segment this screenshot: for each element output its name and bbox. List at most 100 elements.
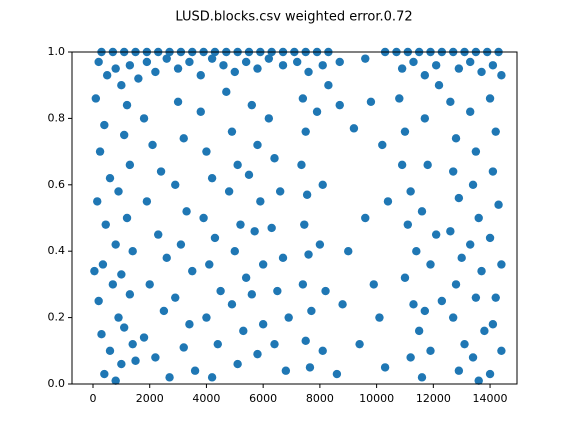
point: [267, 223, 276, 233]
point: [258, 260, 268, 269]
point: [162, 253, 171, 263]
point: [179, 134, 188, 143]
point: [142, 57, 152, 67]
point: [369, 280, 378, 289]
y-tick-label: 0.2: [48, 311, 66, 324]
point: [90, 266, 99, 276]
point: [454, 193, 464, 203]
point: [466, 240, 475, 249]
point: [380, 363, 390, 372]
point: [332, 369, 342, 379]
point: [159, 306, 169, 316]
point: [321, 286, 330, 296]
point: [318, 180, 327, 189]
point: [111, 376, 120, 385]
point: [420, 71, 430, 80]
point: [417, 373, 427, 382]
point: [154, 230, 163, 239]
point: [134, 74, 143, 83]
point: [247, 100, 257, 110]
point: [162, 54, 171, 63]
point: [270, 339, 279, 349]
point: [454, 64, 464, 73]
point: [361, 213, 370, 223]
point: [378, 140, 387, 150]
point: [94, 57, 103, 67]
point: [485, 94, 495, 103]
point: [460, 339, 469, 349]
point: [250, 227, 259, 236]
point: [264, 114, 274, 123]
point: [297, 160, 306, 170]
point: [344, 247, 353, 256]
point: [349, 124, 359, 133]
point: [241, 273, 251, 282]
point: [431, 61, 441, 70]
point: [446, 97, 455, 107]
point: [403, 220, 413, 229]
point: [247, 290, 257, 299]
point: [114, 187, 123, 196]
point: [125, 160, 135, 170]
point: [471, 147, 481, 156]
point: [273, 286, 282, 296]
point: [307, 306, 316, 316]
point: [173, 97, 183, 107]
point: [125, 61, 135, 70]
point: [300, 220, 309, 229]
point: [298, 280, 308, 289]
y-tick-label: 0.8: [48, 111, 66, 124]
point: [466, 57, 475, 67]
point: [412, 247, 421, 256]
point: [108, 280, 118, 289]
point: [278, 61, 288, 70]
point: [414, 326, 424, 336]
y-tick-label: 1.0: [48, 45, 66, 58]
point: [477, 67, 486, 77]
point: [423, 160, 432, 170]
point: [304, 67, 313, 77]
point: [207, 373, 217, 382]
point: [224, 187, 234, 196]
point: [100, 369, 109, 379]
point: [281, 366, 291, 375]
x-tick-label: 14000: [473, 392, 508, 405]
point: [179, 343, 188, 352]
point: [151, 67, 160, 77]
point: [119, 323, 129, 332]
point: [426, 260, 435, 269]
point: [219, 61, 228, 70]
point: [196, 107, 205, 116]
point: [182, 207, 191, 216]
point: [216, 286, 225, 296]
point: [324, 81, 333, 90]
point: [491, 127, 500, 136]
point: [409, 57, 418, 67]
point: [111, 240, 120, 249]
chart-title: LUSD.blocks.csv weighted error.0.72: [175, 10, 412, 25]
point: [148, 140, 157, 150]
point: [400, 273, 410, 282]
point: [420, 306, 430, 316]
point: [480, 326, 489, 336]
point: [275, 187, 285, 196]
point: [119, 130, 129, 140]
x-tick-label: 6000: [249, 392, 277, 405]
point: [97, 330, 106, 339]
point: [477, 266, 486, 276]
point: [139, 114, 149, 123]
point: [457, 253, 466, 263]
point: [335, 57, 344, 67]
point: [128, 339, 137, 349]
point: [488, 61, 498, 70]
point: [485, 369, 495, 379]
point: [105, 173, 115, 183]
point: [185, 320, 194, 329]
point: [400, 127, 410, 136]
point: [165, 373, 174, 382]
point: [227, 127, 237, 136]
point: [142, 197, 152, 206]
point: [227, 300, 237, 309]
point: [494, 200, 503, 209]
point: [202, 313, 211, 322]
